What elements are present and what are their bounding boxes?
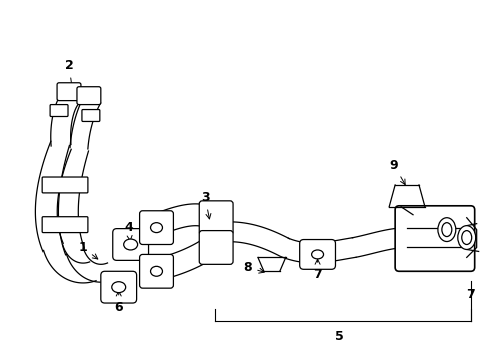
FancyBboxPatch shape [394,206,474,271]
FancyBboxPatch shape [50,105,68,117]
Text: 4: 4 [124,221,133,241]
Text: 3: 3 [201,192,210,219]
FancyBboxPatch shape [101,271,136,303]
Text: 5: 5 [334,330,343,343]
Ellipse shape [311,250,323,259]
Ellipse shape [150,223,162,233]
Text: 6: 6 [114,291,123,314]
FancyBboxPatch shape [139,255,173,288]
Text: 1: 1 [79,241,98,259]
FancyBboxPatch shape [42,177,88,193]
FancyBboxPatch shape [113,229,148,260]
Ellipse shape [461,231,471,244]
Ellipse shape [437,218,455,242]
FancyBboxPatch shape [57,83,81,100]
FancyBboxPatch shape [42,217,88,233]
FancyBboxPatch shape [199,231,233,264]
FancyBboxPatch shape [77,87,101,105]
Ellipse shape [112,282,125,293]
Text: 8: 8 [243,261,264,274]
FancyBboxPatch shape [139,211,173,244]
FancyBboxPatch shape [199,201,233,235]
FancyBboxPatch shape [82,109,100,121]
FancyBboxPatch shape [299,239,335,269]
Text: 7: 7 [313,259,321,281]
Ellipse shape [441,223,451,237]
Ellipse shape [457,226,475,249]
Text: 9: 9 [389,159,405,185]
Ellipse shape [150,266,162,276]
Text: 2: 2 [64,59,74,90]
Text: 7: 7 [466,288,474,301]
Ellipse shape [123,239,137,250]
